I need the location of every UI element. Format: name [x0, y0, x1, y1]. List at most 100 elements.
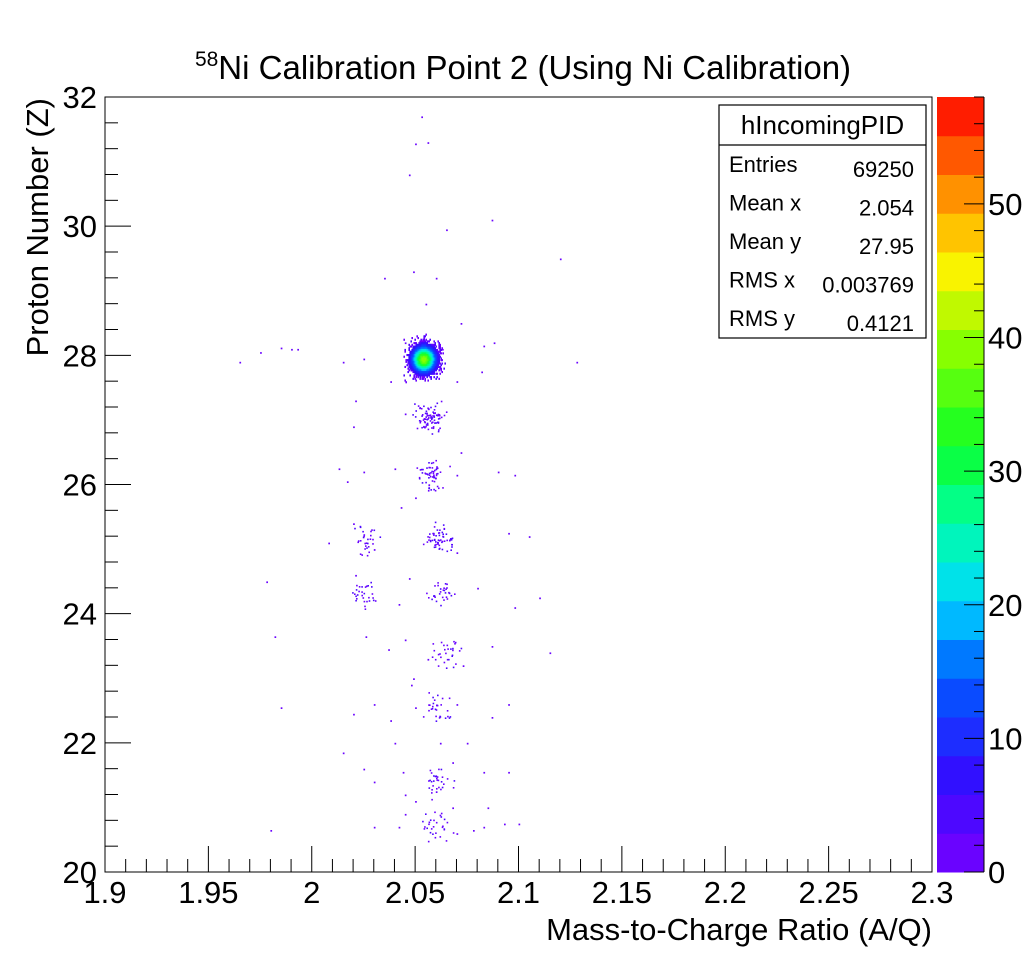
- heatmap-cell: [410, 362, 412, 365]
- heatmap-cell: [416, 355, 418, 358]
- scatter-point: [363, 471, 366, 474]
- heatmap-cell: [425, 338, 427, 341]
- heatmap-cell: [417, 362, 419, 365]
- heatmap-cell: [418, 371, 420, 374]
- cluster-cell: [437, 665, 440, 667]
- heatmap-cell: [441, 359, 443, 362]
- heatmap-cell: [410, 359, 412, 362]
- heatmap-cell: [422, 374, 424, 377]
- cluster-cell: [365, 545, 367, 547]
- cluster-cell: [438, 768, 440, 771]
- colorbar: 0 10 20 30 40 50: [937, 96, 1022, 890]
- cluster-cell: [438, 534, 441, 537]
- heatmap-cell: [407, 367, 409, 370]
- cluster-cell: [427, 424, 429, 426]
- heatmap-cell: [417, 360, 419, 363]
- heatmap-cell: [411, 367, 413, 370]
- y-tick-label: 24: [63, 597, 97, 632]
- heatmap-cell: [434, 355, 436, 358]
- heatmap-cell: [419, 371, 421, 374]
- heatmap-cell: [433, 352, 435, 355]
- scatter-point: [398, 604, 401, 606]
- heatmap-cell: [422, 369, 424, 372]
- heatmap-cell: [434, 367, 436, 370]
- heatmap-cell: [426, 360, 428, 363]
- heatmap-cell: [414, 338, 416, 341]
- cluster-cell: [443, 818, 446, 821]
- heatmap-cell: [418, 367, 420, 370]
- heatmap-cell: [411, 360, 413, 363]
- stats-row-label: Entries: [729, 152, 797, 177]
- colorbar-band: [937, 523, 984, 563]
- heatmap-cell: [413, 357, 415, 360]
- cluster-cell: [430, 780, 433, 783]
- cluster-cell: [359, 540, 362, 542]
- heatmap-cell: [414, 345, 416, 348]
- cluster-cell: [423, 828, 426, 830]
- x-tick-label: 2.1: [497, 875, 540, 910]
- cluster-cell: [428, 462, 430, 464]
- cluster-cell: [427, 428, 430, 431]
- cluster-cell: [419, 469, 422, 471]
- heatmap-cell: [411, 343, 413, 346]
- heatmap-cell: [436, 372, 438, 375]
- heatmap-cell: [434, 360, 436, 363]
- heatmap-cell: [411, 369, 413, 372]
- cluster-cell: [438, 786, 440, 789]
- heatmap-cell: [417, 367, 419, 370]
- cluster-cell: [434, 596, 436, 598]
- y-tick-label: 30: [63, 209, 97, 244]
- scatter-point: [328, 542, 330, 545]
- cluster-cell: [438, 593, 441, 595]
- heatmap-cell: [429, 369, 431, 372]
- cluster-cell: [370, 534, 372, 537]
- heatmap-cell: [418, 347, 420, 350]
- scatter-point: [425, 303, 428, 306]
- scatter-point: [384, 277, 386, 280]
- heatmap-cell: [422, 355, 424, 358]
- heatmap-cell: [437, 354, 439, 357]
- scatter-point: [462, 665, 465, 667]
- heatmap-cell: [433, 354, 435, 357]
- scatter-point: [274, 636, 277, 638]
- heatmap-cell: [436, 376, 438, 379]
- heatmap-cell: [417, 347, 419, 350]
- cluster-cell: [421, 426, 423, 429]
- heatmap-cell: [410, 340, 412, 343]
- heatmap-cell: [432, 350, 434, 353]
- cluster-cell: [433, 480, 436, 483]
- heatmap-cell: [433, 364, 435, 367]
- scatter-point: [497, 471, 500, 474]
- heatmap-cell: [419, 372, 421, 375]
- heatmap-cell: [403, 355, 405, 358]
- heatmap-cell: [427, 347, 429, 350]
- cluster-cell: [451, 543, 453, 546]
- heatmap-cell: [423, 350, 425, 353]
- heatmap-cell: [430, 365, 432, 368]
- heatmap-cell: [429, 367, 431, 370]
- heatmap-cell: [441, 371, 443, 374]
- scatter-point: [483, 771, 486, 774]
- cluster-cell: [432, 411, 434, 413]
- cluster-cell: [440, 416, 443, 419]
- heatmap-cell: [414, 350, 416, 353]
- heatmap-cell: [404, 365, 406, 368]
- heatmap-cell: [437, 352, 439, 355]
- cluster-cell: [434, 521, 437, 524]
- heatmap-cell: [415, 365, 417, 368]
- heatmap-cell: [428, 352, 430, 355]
- heatmap-cell: [422, 362, 424, 365]
- heatmap-cell: [440, 367, 442, 370]
- heatmap-cell: [436, 364, 438, 367]
- cluster-cell: [433, 595, 435, 597]
- heatmap-cell: [413, 365, 415, 368]
- cluster-cell: [437, 472, 439, 475]
- cluster-cell: [446, 539, 448, 542]
- heatmap-cell: [414, 355, 416, 358]
- heatmap-cell: [440, 348, 442, 351]
- cluster-cell: [429, 420, 432, 422]
- cluster-cell: [426, 592, 428, 595]
- heatmap-cell: [431, 369, 433, 372]
- heatmap-cell: [438, 347, 440, 350]
- heatmap-cell: [428, 345, 430, 348]
